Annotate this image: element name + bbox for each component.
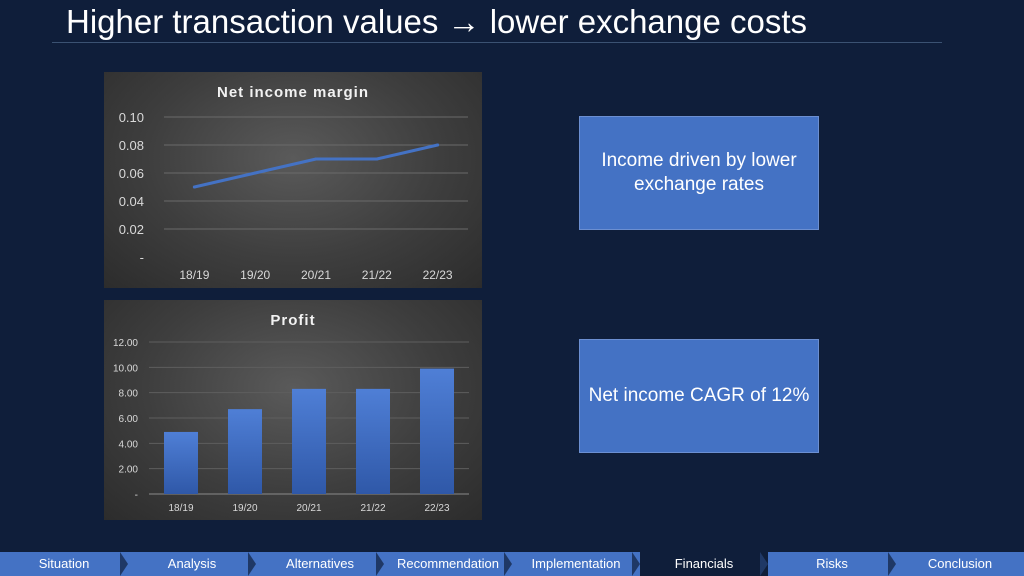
nav-item-implementation[interactable]: Implementation <box>531 556 621 571</box>
slide-title: Higher transaction values → lower exchan… <box>66 3 808 40</box>
nav-item-risks[interactable]: Risks <box>816 556 848 571</box>
chart-title: Profit <box>270 312 315 329</box>
y-tick-label: 10.00 <box>113 363 138 374</box>
y-tick-label: 2.00 <box>119 465 139 476</box>
nav-item-conclusion[interactable]: Conclusion <box>927 556 993 571</box>
y-tick-label: 0.04 <box>119 194 144 209</box>
profit-chart-svg: Profit - 2.00 4.00 6.00 8.00 10.00 12.00 18/19 19… <box>113 312 469 514</box>
data-point <box>436 143 440 147</box>
income-driver-box: Income driven by lower exchange rates <box>579 116 819 230</box>
chart-title: Net income margin <box>217 84 369 101</box>
income-driver-text: Income driven by lower exchange rates <box>601 150 797 195</box>
data-point <box>253 171 257 175</box>
chevron-right-icon <box>632 552 640 576</box>
x-tick-label: 20/21 <box>301 268 331 282</box>
data-point <box>375 157 379 161</box>
y-tick-label: 0.02 <box>119 222 144 237</box>
nav-item-analysis[interactable]: Analysis <box>167 556 217 571</box>
nav-item-financials[interactable]: Financials <box>640 552 768 576</box>
profit-chart: Profit - 2.00 4.00 6.00 8.00 10.00 12.00 18/19 19… <box>104 300 482 520</box>
section-navigation-bar: Situation Analysis Alternatives Recommendat… <box>0 552 1024 576</box>
net-income-margin-chart: Net income margin - 0.02 0.04 0.06 0.08 0.10 18… <box>104 72 482 288</box>
chevron-right-icon <box>888 552 896 576</box>
chevron-right-icon <box>760 552 768 576</box>
x-tick-label: 22/23 <box>424 503 449 514</box>
chevron-right-icon <box>120 552 128 576</box>
profit-bar <box>228 409 262 494</box>
data-point <box>192 185 196 189</box>
y-tick-label: - <box>135 490 138 501</box>
profit-bar <box>420 368 454 494</box>
y-tick-label: 4.00 <box>119 439 139 450</box>
y-tick-label: 12.00 <box>113 338 138 349</box>
nav-item-recommendation[interactable]: Recommendation <box>397 556 499 571</box>
chevron-right-icon <box>504 552 512 576</box>
profit-bar <box>164 431 198 494</box>
y-tick-label: 8.00 <box>119 389 139 400</box>
x-tick-label: 20/21 <box>296 503 321 514</box>
series-line <box>192 143 440 189</box>
chevron-right-icon <box>248 552 256 576</box>
y-tick-label: - <box>140 250 144 265</box>
y-tick-label: 0.08 <box>119 138 144 153</box>
x-tick-label: 22/23 <box>423 268 453 282</box>
x-tick-label: 21/22 <box>362 268 392 282</box>
cagr-box: Net income CAGR of 12% <box>579 339 819 453</box>
cagr-text: Net income CAGR of 12% <box>588 385 810 406</box>
x-tick-label: 19/20 <box>240 268 270 282</box>
nav-item-situation[interactable]: Situation <box>38 556 90 571</box>
y-tick-label: 6.00 <box>119 414 139 425</box>
nav-item-alternatives[interactable]: Alternatives <box>286 556 354 571</box>
x-tick-label: 18/19 <box>168 503 193 514</box>
net-income-margin-chart-svg: Net income margin - 0.02 0.04 0.06 0.08 0.10 18… <box>119 84 468 282</box>
title-divider <box>52 42 942 43</box>
x-tick-label: 21/22 <box>360 503 385 514</box>
chevron-right-icon <box>376 552 384 576</box>
y-tick-label: 0.10 <box>119 110 144 125</box>
data-point <box>314 157 318 161</box>
profit-bar <box>292 388 326 494</box>
x-tick-label: 19/20 <box>232 503 257 514</box>
y-tick-label: 0.06 <box>119 166 144 181</box>
x-tick-label: 18/19 <box>179 268 209 282</box>
profit-bar <box>356 388 390 494</box>
